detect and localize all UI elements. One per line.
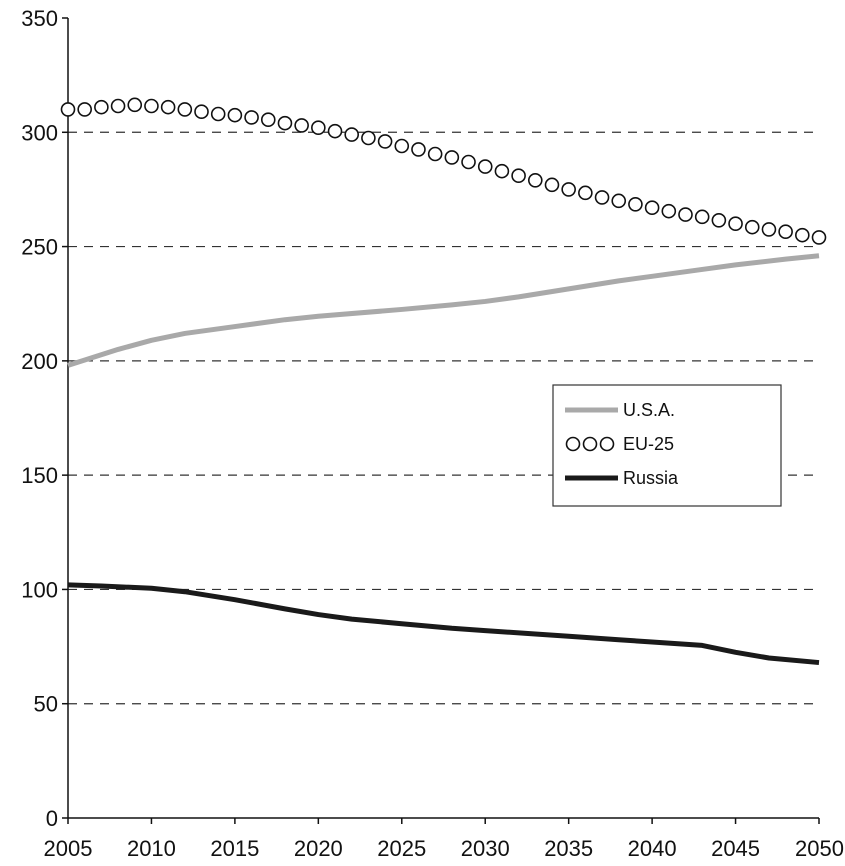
- data-point-eu-25: [477, 159, 493, 174]
- data-point-eu-25: [728, 216, 743, 232]
- series-layer: [60, 97, 827, 666]
- y-tick-label: 300: [21, 120, 58, 145]
- y-tick-label: 250: [21, 235, 58, 260]
- data-point-eu-25: [60, 102, 76, 117]
- data-point-eu-25: [160, 99, 176, 115]
- x-tick-label: 2025: [377, 836, 426, 861]
- data-point-eu-25: [427, 146, 443, 162]
- y-tick-label: 200: [21, 349, 58, 374]
- data-point-eu-25: [327, 123, 343, 139]
- legend-item-russia: Russia: [565, 468, 679, 488]
- x-tick-label: 2020: [294, 836, 343, 861]
- data-point-eu-25: [127, 97, 143, 113]
- data-point-eu-25: [377, 134, 393, 149]
- x-tick-label: 2040: [628, 836, 677, 861]
- data-point-eu-25: [594, 190, 610, 205]
- data-point-eu-25: [744, 219, 760, 235]
- data-point-eu-25: [210, 106, 226, 122]
- data-point-eu-25: [461, 154, 476, 170]
- data-point-eu-25: [77, 102, 92, 117]
- data-point-eu-25: [494, 163, 510, 179]
- data-point-eu-25: [227, 107, 243, 123]
- data-point-eu-25: [260, 112, 276, 128]
- legend-label-eu-25: EU-25: [623, 434, 674, 454]
- data-point-eu-25: [678, 207, 693, 222]
- x-tick-label: 2045: [711, 836, 760, 861]
- x-tick-label: 2005: [44, 836, 93, 861]
- legend-label-russia: Russia: [623, 468, 679, 488]
- axes: 0 50 100 150 200 250 300 350 2005 2010 2015 2020 202…: [21, 6, 844, 861]
- x-tick-label: 2030: [461, 836, 510, 861]
- x-tick-label: 2010: [127, 836, 176, 861]
- data-point-eu-25: [244, 110, 259, 125]
- data-point-eu-25: [511, 168, 526, 184]
- data-point-eu-25: [277, 115, 293, 131]
- legend-item-eu-25: EU-25: [565, 434, 674, 454]
- series-eu-25: [60, 97, 827, 245]
- data-point-eu-25: [544, 177, 560, 193]
- data-point-eu-25: [661, 203, 677, 219]
- y-tick-label: 0: [46, 806, 58, 831]
- y-tick-label: 50: [34, 692, 58, 717]
- data-point-eu-25: [444, 150, 460, 165]
- legend: U.S.A. EU-25 Russia: [552, 384, 782, 507]
- y-tick-label: 350: [21, 6, 58, 31]
- data-point-eu-25: [294, 118, 309, 133]
- data-point-eu-25: [527, 172, 543, 188]
- data-point-eu-25: [611, 193, 627, 209]
- legend-marker-eu-25: [565, 436, 581, 452]
- data-point-eu-25: [394, 138, 410, 154]
- legend-label-u-s-a: U.S.A.: [623, 400, 675, 420]
- legend-marker-eu-25: [582, 436, 598, 452]
- series-line-u-s-a: [67, 253, 820, 368]
- legend-item-u-s-a: U.S.A.: [565, 400, 675, 420]
- data-point-eu-25: [144, 98, 159, 114]
- series-line-russia: [67, 582, 820, 666]
- data-point-eu-25: [711, 212, 727, 228]
- series-u-s-a: [67, 253, 820, 368]
- data-point-eu-25: [110, 98, 126, 114]
- data-point-eu-25: [795, 227, 810, 243]
- data-point-eu-25: [578, 185, 593, 201]
- data-point-eu-25: [644, 200, 660, 216]
- legend-marker-eu-25: [599, 436, 615, 452]
- data-point-eu-25: [811, 230, 827, 245]
- series-russia: [67, 582, 820, 666]
- data-point-eu-25: [761, 222, 777, 237]
- data-point-eu-25: [311, 120, 326, 136]
- data-point-eu-25: [778, 224, 793, 240]
- data-point-eu-25: [94, 99, 109, 115]
- x-tick-label: 2015: [210, 836, 259, 861]
- data-point-eu-25: [694, 209, 710, 225]
- y-tick-label: 100: [21, 577, 58, 602]
- data-point-eu-25: [177, 102, 193, 117]
- data-point-eu-25: [561, 182, 576, 197]
- data-point-eu-25: [628, 196, 643, 212]
- data-point-eu-25: [411, 142, 426, 157]
- y-tick-label: 150: [21, 463, 58, 488]
- x-tick-label: 2035: [544, 836, 593, 861]
- data-point-eu-25: [344, 127, 360, 142]
- data-point-eu-25: [361, 130, 376, 146]
- x-tick-label: 2050: [795, 836, 844, 861]
- data-point-eu-25: [194, 104, 209, 120]
